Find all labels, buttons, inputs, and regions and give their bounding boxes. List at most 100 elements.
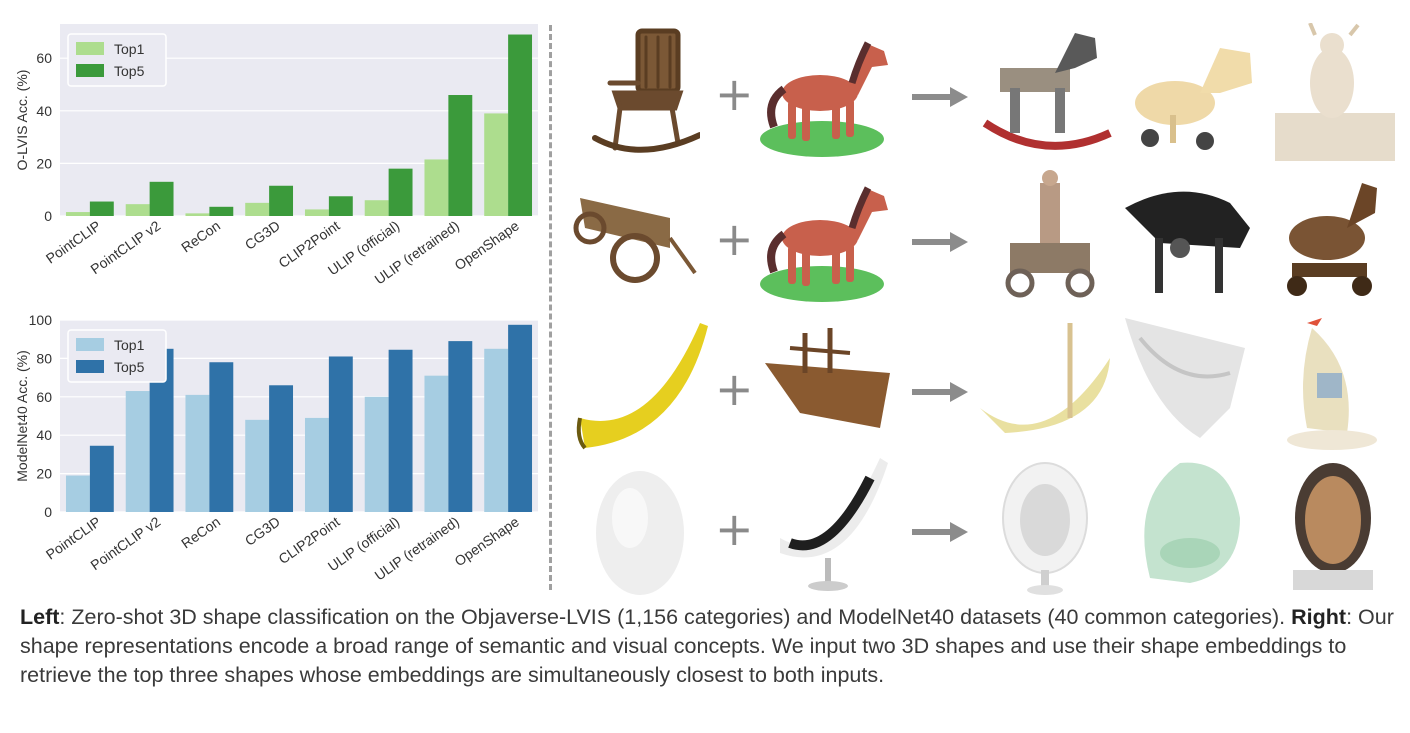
horse-icon [760, 41, 888, 157]
caption-left-text: : Zero-shot 3D shape classification on t… [59, 605, 1292, 629]
bar-top1 [185, 394, 210, 512]
figure-caption: Left: Zero-shot 3D shape classification … [20, 603, 1400, 690]
rocking-horse-icon [982, 33, 1112, 150]
bar-top5 [89, 201, 114, 216]
bar-top5 [328, 356, 353, 512]
bar-top5 [269, 385, 294, 512]
bar-top5 [448, 341, 473, 512]
x-tick-label: ReCon [178, 217, 223, 255]
plus-icon: + [715, 502, 754, 556]
bar-top5 [149, 348, 174, 512]
y-axis-label: ModelNet40 Acc. (%) [14, 350, 30, 482]
legend-swatch [76, 338, 104, 351]
y-tick-label: 40 [36, 427, 52, 443]
bar-top1 [304, 209, 329, 216]
egg-icon [596, 471, 684, 595]
x-tick-label: OpenShape [451, 513, 522, 569]
plus-icon: + [715, 212, 754, 266]
y-tick-label: 20 [36, 466, 52, 482]
x-tick-label: CG3D [242, 217, 283, 252]
example-row: + [565, 458, 1400, 598]
y-tick-label: 0 [44, 208, 52, 224]
bar-top1 [65, 212, 90, 216]
bar-top1 [364, 200, 389, 216]
egg-chair-white-icon [1002, 462, 1088, 595]
y-axis-label: O-LVIS Acc. (%) [14, 70, 30, 171]
bar-top1 [245, 202, 270, 216]
wooden-horse-cart-icon [1135, 48, 1252, 150]
example-row: + [565, 318, 1400, 458]
rocking-chair-icon [592, 28, 700, 153]
figurine-diorama-icon [1275, 23, 1395, 161]
bar-top5 [209, 206, 234, 216]
bar-top1 [245, 419, 270, 512]
y-tick-label: 80 [36, 350, 52, 366]
banana-icon [576, 323, 708, 450]
banana-boat-icon [980, 323, 1110, 433]
retrieval-examples-grid: + [565, 18, 1400, 595]
arrow-right-icon [912, 382, 968, 402]
horse-icon [760, 186, 888, 302]
wooden-cart-icon [573, 198, 697, 283]
legend-swatch [76, 360, 104, 373]
y-tick-label: 60 [36, 389, 52, 405]
example-row: + [565, 23, 1400, 163]
legend: Top1 Top5 [67, 329, 167, 383]
caption-left-label: Left [20, 605, 60, 629]
bar-top5 [508, 34, 533, 217]
section-divider [549, 25, 552, 590]
y-tick-label: 100 [29, 312, 53, 328]
x-tick-label: ReCon [178, 513, 223, 551]
bar-top1 [185, 213, 210, 216]
legend-swatch [76, 42, 104, 55]
mechanical-horse-icon [1125, 191, 1250, 293]
legend-label: Top5 [114, 63, 145, 79]
y-tick-label: 20 [36, 155, 52, 171]
bar-top1 [484, 113, 509, 216]
plus-icon: + [715, 67, 754, 121]
arrow-right-icon [912, 522, 968, 542]
y-tick-label: 40 [36, 103, 52, 119]
example-row: + [565, 168, 1400, 308]
horse-cart-statue-icon [1005, 170, 1095, 298]
trojan-horse-icon [1287, 183, 1377, 296]
bar-top1 [424, 375, 449, 512]
bar-top1 [65, 475, 90, 512]
lounge-chair-icon [780, 458, 888, 591]
egg-chair-green-icon [1144, 462, 1240, 583]
bar-top5 [388, 168, 413, 216]
y-tick-label: 60 [36, 50, 52, 66]
wooden-ship-icon [765, 328, 890, 428]
bar-top1 [304, 417, 329, 512]
bar-top5 [269, 185, 294, 216]
bar-top5 [209, 362, 234, 512]
arrow-right-icon [912, 87, 968, 107]
bar-top5 [328, 196, 353, 216]
bar-top5 [508, 324, 533, 512]
bar-top5 [448, 95, 473, 216]
legend: Top1 Top5 [67, 33, 167, 87]
legend-label: Top5 [114, 359, 145, 375]
bar-top5 [388, 349, 413, 512]
bar-top1 [125, 391, 150, 512]
legend-label: Top1 [114, 337, 145, 353]
bar-top1 [424, 159, 449, 216]
bar-top5 [89, 445, 114, 512]
bar-top1 [364, 396, 389, 512]
caption-right-label: Right [1291, 605, 1347, 629]
caption-right-text: : Our shape representations encode a bro… [20, 605, 1394, 687]
bar-top1 [484, 348, 509, 512]
x-tick-label: CG3D [242, 513, 283, 548]
legend-label: Top1 [114, 41, 145, 57]
plus-icon: + [715, 362, 754, 416]
egg-chair-brown-icon [1293, 463, 1373, 590]
x-tick-label: OpenShape [451, 217, 522, 273]
white-boat-icon [1125, 318, 1245, 438]
sail-boat-icon [1287, 318, 1377, 450]
y-tick-label: 0 [44, 504, 52, 520]
bar-top1 [125, 204, 150, 216]
legend-swatch [76, 64, 104, 77]
bar-top5 [149, 181, 174, 216]
